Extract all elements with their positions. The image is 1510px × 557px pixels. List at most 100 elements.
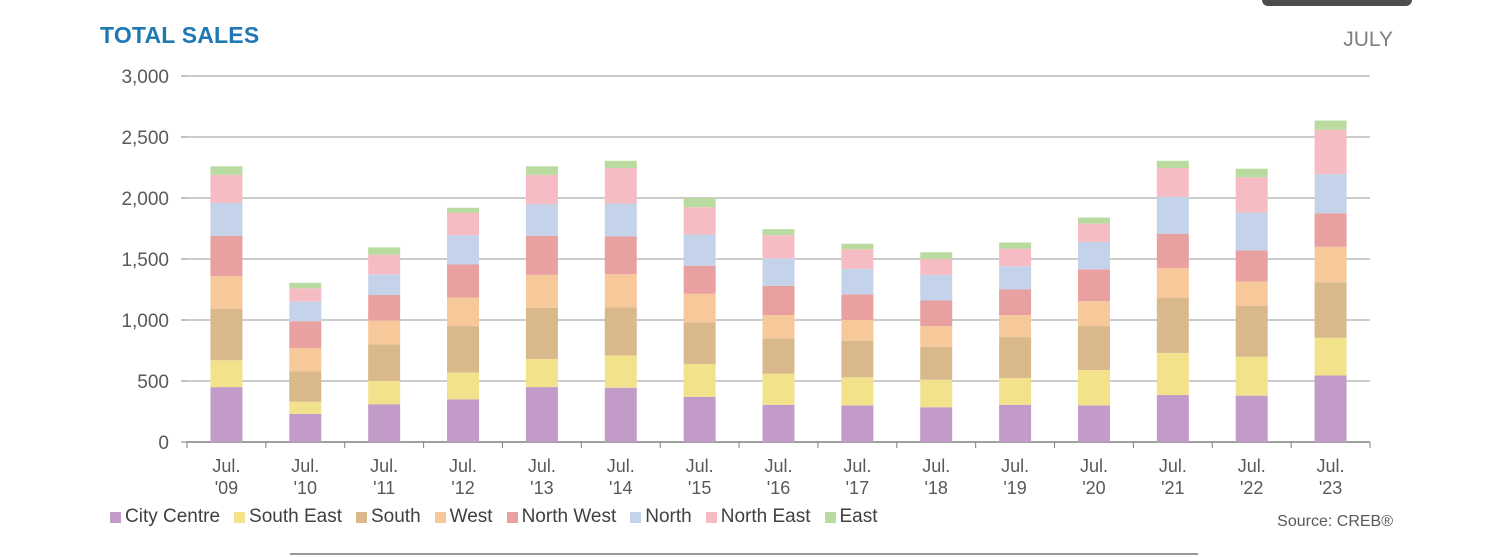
bar-segment xyxy=(604,307,637,356)
bar-segment xyxy=(604,387,637,442)
y-tick-label: 2,000 xyxy=(121,189,169,210)
bar-segment xyxy=(841,320,874,341)
bar-segment xyxy=(999,242,1032,249)
bar-segment xyxy=(683,234,716,266)
bar-segment xyxy=(525,387,558,442)
bar-segment xyxy=(1077,301,1110,327)
bar-segment xyxy=(1077,326,1110,371)
legend-label: South xyxy=(370,506,421,527)
bar-segment xyxy=(1314,213,1347,247)
bar-segment xyxy=(604,168,637,204)
bar-segment xyxy=(525,235,558,275)
bar-segment xyxy=(1077,217,1110,224)
legend-swatch xyxy=(110,511,121,523)
bar-segment xyxy=(289,348,322,372)
bar-segment xyxy=(999,289,1032,316)
bar-segment xyxy=(1077,241,1110,270)
bar-segment xyxy=(210,166,243,175)
bar-segment xyxy=(999,315,1032,338)
bar-segment xyxy=(1156,268,1189,299)
bar-segment xyxy=(210,202,243,236)
y-tick-label: 1,000 xyxy=(121,311,169,332)
legend-item: City Centre xyxy=(110,506,220,528)
x-tick-label: Jul. '11 xyxy=(370,456,398,498)
bar-segment xyxy=(447,235,480,265)
legend-item: North East xyxy=(705,506,811,528)
bar-segment xyxy=(1077,269,1110,302)
bar-segment xyxy=(210,276,243,310)
legend-label: North East xyxy=(720,506,811,527)
y-axis: 0 500 1,000 1,500 2,000 2,500 3,000 xyxy=(121,67,169,454)
legend-item: North xyxy=(630,506,692,528)
y-tick-label: 2,500 xyxy=(121,128,169,149)
bar-segment xyxy=(920,274,953,301)
legend-item: North West xyxy=(506,506,617,528)
bar-segment xyxy=(920,407,953,442)
bar-segment xyxy=(683,198,716,208)
x-tick-label: Jul. '17 xyxy=(843,456,871,498)
bottom-divider xyxy=(290,553,1198,555)
x-tick-label: Jul. '14 xyxy=(607,456,635,498)
x-tick-label: Jul. '16 xyxy=(764,456,792,498)
bar-segment xyxy=(210,174,243,203)
bar-segment xyxy=(368,404,401,442)
bar-segment xyxy=(368,294,401,321)
bar-segment xyxy=(289,321,322,349)
bar-segment xyxy=(1235,168,1268,178)
bar-segment xyxy=(289,371,322,402)
bar-segment xyxy=(683,293,716,323)
bar-segment xyxy=(841,405,874,442)
chart-month-label: JULY xyxy=(1343,28,1393,51)
bar-segment xyxy=(604,160,637,169)
bar-segment xyxy=(447,326,480,373)
x-tick-label: Jul. '12 xyxy=(449,456,477,498)
bar-segment xyxy=(447,399,480,442)
legend-label: City Centre xyxy=(125,506,221,527)
bar-segment xyxy=(1235,395,1268,442)
bar-segment xyxy=(368,254,401,275)
bar-segment xyxy=(447,212,480,236)
y-tick-label: 0 xyxy=(158,433,169,454)
legend-label: North West xyxy=(521,506,617,527)
legend-swatch xyxy=(705,511,717,523)
legend-swatch xyxy=(355,511,367,523)
legend-label: South East xyxy=(249,506,342,527)
legend-label: East xyxy=(839,506,878,527)
bar-segment xyxy=(289,282,322,289)
bar-segment xyxy=(289,401,322,414)
bar-segment xyxy=(762,338,795,374)
x-tick-label: Jul. '23 xyxy=(1317,456,1345,498)
bar-segment xyxy=(210,309,243,361)
y-tick-label: 1,500 xyxy=(121,250,169,271)
bar-segment xyxy=(1314,337,1347,376)
bar-segment xyxy=(289,288,322,302)
x-tick-label: Jul. '13 xyxy=(528,456,556,498)
bar-segment xyxy=(368,381,401,405)
legend-item: West xyxy=(434,506,493,528)
bar-segment xyxy=(683,207,716,235)
bar-segment xyxy=(1314,375,1347,442)
source-label: Source: CREB® xyxy=(1277,513,1393,530)
x-axis: Jul. '09 Jul. '10 Jul. '11 Jul. '12 Jul. '13 Jul. '… xyxy=(186,442,1371,498)
bar-segment xyxy=(841,294,874,320)
bar-segment xyxy=(841,340,874,378)
y-tick-label: 3,000 xyxy=(121,67,169,88)
bar-segment xyxy=(368,344,401,381)
bar-segment xyxy=(920,252,953,259)
bar-segment xyxy=(1235,356,1268,396)
bar-segment xyxy=(368,320,401,345)
bar-segment xyxy=(999,248,1032,267)
bar-segment xyxy=(920,259,953,275)
bar-segment xyxy=(210,235,243,277)
bar-segment xyxy=(920,326,953,347)
bar-segment xyxy=(368,247,401,255)
bar-segment xyxy=(762,229,795,236)
bar-segment xyxy=(1314,282,1347,338)
bar-segment xyxy=(762,258,795,286)
bar-segment xyxy=(368,274,401,295)
bar-segment xyxy=(1235,250,1268,282)
bar-segment xyxy=(604,236,637,275)
bar-segment xyxy=(1235,177,1268,213)
bar-segment xyxy=(1156,160,1189,169)
bar-segment xyxy=(525,174,558,205)
